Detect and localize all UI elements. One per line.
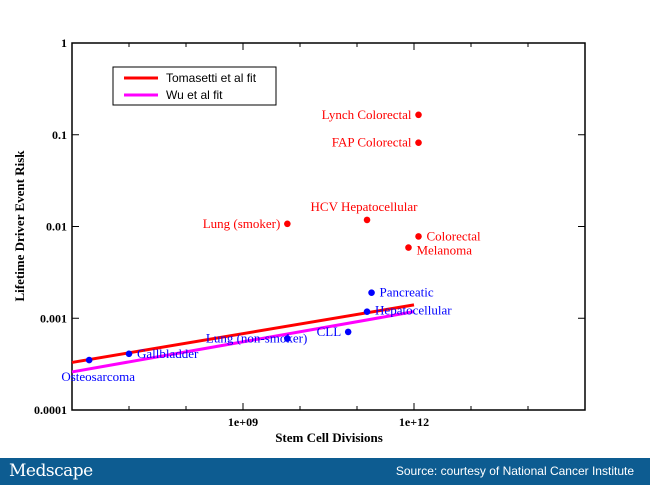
point-lynch-colorectal [415, 111, 422, 119]
x-tick-label: 1e+09 [228, 415, 258, 429]
point-label-cll: CLL [317, 324, 342, 339]
point-lung-smoker [284, 220, 291, 228]
point-label-lung-non-smoker: Lung (non-smoker) [206, 331, 307, 346]
point-pancreatic [368, 289, 375, 296]
y-tick-label: 0.001 [40, 311, 67, 325]
point-hcv-hepatocellular [363, 216, 371, 224]
y-axis-label: Lifetime Driver Event Risk [12, 150, 27, 302]
point-label-lung-smoker: Lung (smoker) [203, 216, 281, 231]
point-label-hcv-hepatocellular: HCV Hepatocellular [311, 199, 419, 214]
point-osteosarcoma [85, 356, 93, 364]
point-label-hepatocellular: Hepatocellular [375, 303, 452, 318]
legend: Tomasetti et al fit Wu et al fit [112, 66, 277, 106]
y-tick-label: 0.01 [46, 220, 67, 234]
source-credit: Source: courtesy of National Cancer Inst… [395, 464, 634, 478]
x-axis-label: Stem Cell Divisions [275, 430, 383, 445]
point-label-fap-colorectal: FAP Colorectal [332, 135, 412, 150]
point-label-colorectal: Colorectal [427, 228, 482, 243]
legend-label-tomasetti: Tomasetti et al fit [166, 71, 257, 85]
point-cll [344, 328, 352, 336]
x-tick-label: 1e+12 [399, 415, 429, 429]
point-label-pancreatic: Pancreatic [380, 285, 434, 300]
point-colorectal [415, 233, 422, 240]
legend-box [112, 66, 277, 106]
y-tick-label: 1 [61, 36, 67, 50]
point-hepatocellular [363, 308, 371, 315]
y-tick-label: 0.0001 [34, 403, 67, 417]
point-gallbladder [125, 350, 133, 358]
fit-line-wu-et-al-fit [71, 310, 415, 374]
chart: 1e+09 1e+12 0.0001 0.001 0.01 0.1 1 Lynch Colo… [12, 36, 586, 445]
brand-logo[interactable]: Medscape [9, 461, 93, 481]
point-fap-colorectal [415, 139, 422, 146]
y-tick-label: 0.1 [52, 128, 67, 142]
point-lung-non-smoker [284, 335, 291, 342]
point-label-melanoma: Melanoma [416, 243, 472, 258]
point-label-lynch-colorectal: Lynch Colorectal [322, 107, 412, 122]
point-label-gallbladder: Gallbladder [137, 346, 199, 361]
legend-label-wu: Wu et al fit [166, 88, 223, 102]
point-melanoma [405, 244, 412, 251]
footer-bar: Medscape Source: courtesy of National Ca… [0, 458, 650, 485]
point-label-osteosarcoma: Osteosarcoma [61, 369, 135, 384]
